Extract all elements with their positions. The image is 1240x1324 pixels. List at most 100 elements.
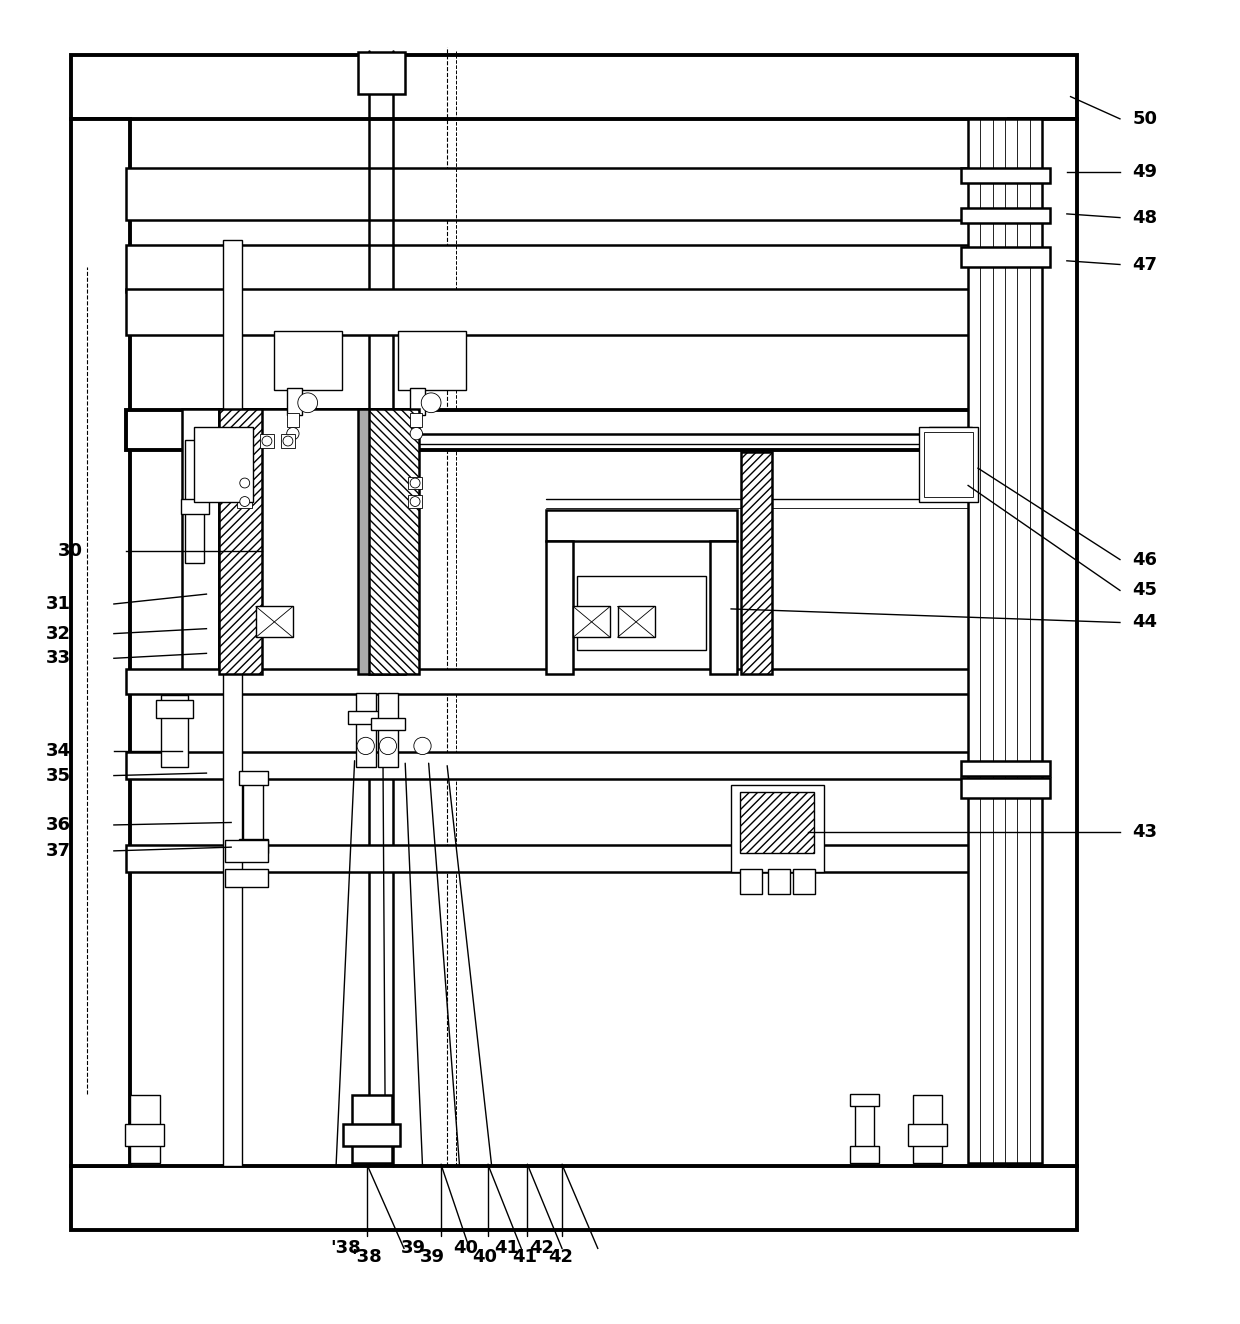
Bar (358, 52, 405, 94)
Bar (546, 510, 738, 542)
Bar (126, 752, 1021, 780)
Bar (343, 1124, 401, 1145)
Circle shape (414, 737, 432, 755)
Circle shape (286, 428, 299, 440)
Circle shape (239, 478, 249, 489)
Bar (908, 1124, 947, 1145)
Text: 46: 46 (1132, 551, 1157, 568)
Text: 32: 32 (46, 625, 71, 642)
Circle shape (379, 737, 397, 755)
Bar (961, 168, 1049, 183)
Bar (768, 870, 790, 894)
Bar (371, 718, 405, 730)
Circle shape (422, 393, 441, 413)
Bar (961, 208, 1049, 222)
Bar (286, 413, 299, 428)
Text: 39: 39 (402, 1239, 427, 1258)
Text: 39: 39 (420, 1249, 445, 1266)
Text: 42: 42 (529, 1239, 554, 1258)
Text: 43: 43 (1132, 824, 1157, 841)
Bar (348, 711, 383, 724)
Bar (238, 771, 268, 785)
Bar (286, 388, 301, 416)
Bar (259, 434, 274, 449)
Bar (126, 168, 1021, 220)
Bar (71, 54, 1076, 119)
Bar (224, 839, 268, 862)
Bar (243, 773, 263, 854)
Bar (1009, 119, 1076, 1165)
Bar (378, 692, 398, 767)
Circle shape (298, 393, 317, 413)
Bar (71, 1165, 1076, 1230)
Text: 47: 47 (1132, 256, 1157, 274)
Bar (968, 119, 1042, 1164)
Bar (222, 240, 242, 1165)
Bar (161, 695, 188, 767)
Bar (274, 331, 342, 391)
Text: 33: 33 (46, 649, 71, 667)
Bar (130, 1095, 160, 1164)
Bar (618, 606, 655, 637)
Bar (126, 245, 1021, 291)
Bar (255, 606, 293, 637)
Bar (126, 410, 1021, 450)
Bar (913, 1095, 942, 1164)
Text: 34: 34 (46, 741, 71, 760)
Bar (238, 838, 268, 854)
Bar (740, 792, 813, 854)
Bar (126, 670, 1021, 694)
Bar (929, 428, 972, 465)
Bar (849, 1145, 879, 1164)
Bar (218, 409, 262, 674)
Bar (182, 409, 218, 674)
Circle shape (262, 436, 272, 446)
Bar (195, 428, 253, 502)
Bar (849, 1094, 879, 1107)
Text: 40: 40 (471, 1249, 497, 1266)
Text: 40: 40 (453, 1239, 479, 1258)
Text: 41: 41 (512, 1249, 537, 1266)
Bar (186, 440, 205, 563)
Bar (280, 434, 295, 449)
Bar (126, 845, 1021, 873)
Bar (356, 692, 376, 767)
Bar (237, 477, 252, 489)
Bar (546, 542, 573, 674)
Text: '38: '38 (330, 1239, 361, 1258)
Bar (742, 451, 771, 674)
Text: 49: 49 (1132, 163, 1157, 181)
Text: '38: '38 (352, 1249, 382, 1266)
Bar (71, 119, 130, 1165)
Circle shape (357, 737, 374, 755)
Circle shape (410, 496, 420, 507)
Text: 45: 45 (1132, 581, 1157, 600)
Text: 35: 35 (46, 767, 71, 785)
Text: 44: 44 (1132, 613, 1157, 632)
Bar (126, 289, 1021, 335)
Bar (961, 779, 1049, 798)
Bar (358, 409, 405, 674)
Bar (961, 248, 1049, 267)
Text: 36: 36 (46, 816, 71, 834)
Bar (398, 331, 466, 391)
Text: 37: 37 (46, 842, 71, 859)
Bar (740, 870, 761, 894)
Bar (352, 1095, 392, 1164)
Text: 48: 48 (1132, 209, 1157, 226)
Bar (924, 433, 973, 496)
Bar (410, 413, 423, 428)
Bar (224, 870, 268, 887)
Text: 50: 50 (1132, 110, 1157, 128)
Bar (732, 785, 823, 873)
Text: 42: 42 (548, 1249, 573, 1266)
Bar (792, 870, 815, 894)
Bar (218, 409, 367, 674)
Bar (410, 388, 425, 416)
Bar (408, 477, 423, 489)
Bar (156, 700, 193, 718)
Circle shape (410, 428, 423, 440)
Bar (125, 1124, 165, 1145)
Text: 30: 30 (58, 542, 83, 560)
Circle shape (239, 496, 249, 507)
